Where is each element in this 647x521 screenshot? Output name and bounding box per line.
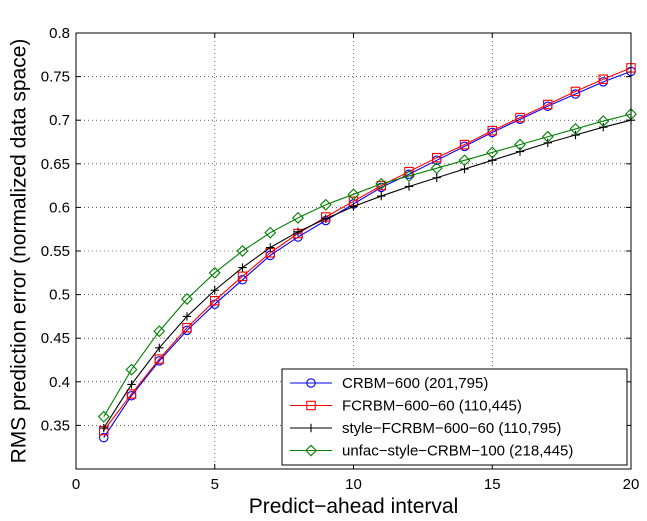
data-point [266, 243, 275, 252]
legend-entry-2: FCRBM−600−60 (110,445) [290, 398, 522, 415]
data-point [570, 86, 581, 97]
data-point [515, 147, 525, 156]
x-axis-label: Predict−ahead interval [249, 495, 459, 518]
legend-marker [306, 400, 316, 411]
data-point [238, 263, 247, 272]
x-tick-label: 10 [345, 476, 362, 493]
series-layer [97, 63, 637, 443]
legend-label: FCRBM−600−60 (110,445) [342, 398, 522, 415]
data-point [182, 322, 192, 333]
legend-entry-4: unfac−style−CRBM−100 (218,445) [290, 443, 573, 460]
data-point [432, 173, 441, 182]
x-tick-label: 20 [623, 476, 640, 493]
data-point [125, 363, 138, 376]
data-point [127, 380, 136, 389]
y-tick-label: 0.4 [49, 374, 70, 391]
legend-entry-1: CRBM−600 (201,795) [290, 375, 488, 392]
data-point [569, 122, 582, 135]
data-point [264, 226, 277, 239]
data-point [458, 154, 471, 167]
data-point [236, 245, 249, 257]
data-point [486, 146, 499, 159]
data-point [375, 177, 388, 190]
data-point [403, 170, 415, 182]
legend-box [281, 368, 628, 466]
y-tick-label: 0.6 [49, 199, 70, 216]
data-point [459, 139, 470, 150]
x-tick-label: 15 [484, 476, 501, 493]
data-point [598, 74, 608, 84]
data-point [126, 389, 137, 399]
y-tick-label: 0.55 [41, 243, 70, 260]
data-point [431, 152, 442, 163]
data-point [571, 130, 580, 140]
data-point [377, 191, 386, 201]
y-tick-label: 0.35 [41, 417, 70, 434]
data-point [182, 312, 192, 321]
y-tick-label: 0.75 [41, 69, 70, 86]
x-tick-label: 0 [72, 476, 80, 493]
data-point [514, 138, 526, 151]
data-point [597, 115, 610, 128]
legend-marker [306, 423, 316, 433]
data-point [99, 423, 108, 433]
data-point [321, 214, 330, 223]
legend-marker [306, 378, 316, 388]
data-point [292, 211, 304, 224]
y-tick-label: 0.65 [41, 156, 70, 173]
data-point [542, 99, 553, 110]
data-point [153, 325, 166, 338]
y-tick-label: 0.8 [49, 25, 70, 42]
data-point [487, 125, 497, 136]
grid-lines [76, 33, 631, 469]
data-point [404, 182, 414, 191]
legend-label: style−FCRBM−600−60 (110,795) [342, 420, 561, 437]
data-point [599, 122, 608, 132]
legend-entry-3: style−FCRBM−600−60 (110,795) [290, 420, 561, 437]
series-line [103, 119, 632, 429]
data-point [293, 227, 303, 237]
y-tick-label: 0.5 [49, 287, 70, 304]
axis-ticks: 0 5 10 15 20 0.35 0.4 0.45 0.5 0.55 0.6 0.65 0.7 0.75… [41, 25, 640, 493]
data-point [430, 162, 443, 175]
y-tick-label: 0.45 [41, 330, 70, 347]
y-tick-label: 0.7 [49, 112, 70, 129]
legend-label: CRBM−600 (201,795) [342, 375, 488, 392]
data-point [319, 198, 332, 211]
data-point [208, 266, 221, 279]
data-point [97, 410, 110, 423]
y-axis-label: RMS prediction error (normalized data sp… [8, 39, 31, 464]
data-point [210, 286, 219, 295]
data-point [210, 295, 220, 306]
data-point [347, 188, 360, 201]
legend-label: unfac−style−CRBM−100 (218,445) [342, 443, 573, 460]
data-point [541, 130, 554, 143]
series-4 [97, 108, 637, 423]
data-point [99, 432, 109, 443]
x-tick-label: 5 [211, 476, 219, 493]
data-point [349, 202, 358, 211]
data-point [154, 354, 165, 364]
data-point [181, 292, 193, 305]
data-point [515, 112, 525, 123]
legend-marker [305, 444, 317, 457]
data-point [237, 271, 248, 282]
data-point [543, 138, 552, 148]
data-point [155, 343, 164, 352]
legend: CRBM−600 (201,795) FCRBM−600−60 (110,445)… [281, 368, 628, 466]
